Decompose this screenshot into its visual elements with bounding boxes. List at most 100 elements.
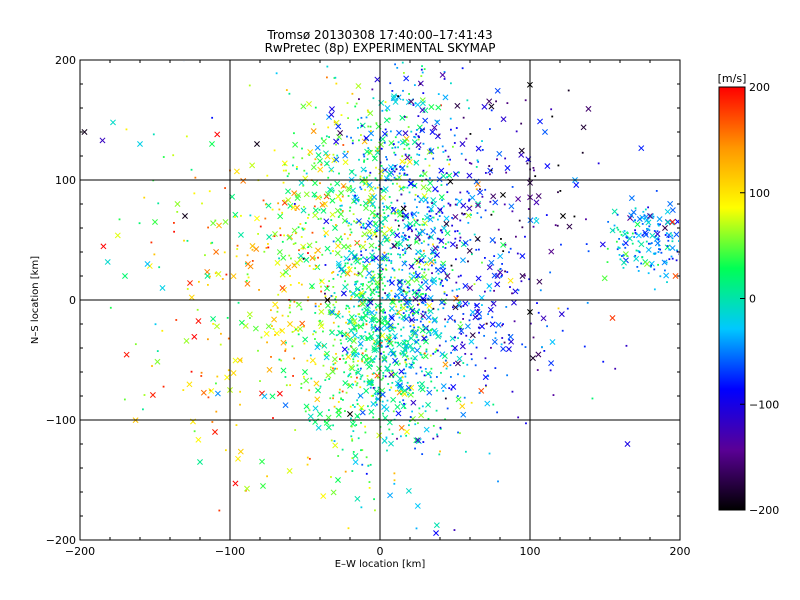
point-dot <box>437 218 439 221</box>
point-cross <box>415 142 422 149</box>
point-cross <box>295 301 302 308</box>
point-dot <box>404 372 407 375</box>
point-dot <box>350 425 353 428</box>
point-dot <box>444 318 446 321</box>
point-cross <box>381 255 388 262</box>
point-dot <box>333 306 336 309</box>
point-dot <box>560 243 562 246</box>
point-cross <box>346 266 353 273</box>
point-cross <box>366 380 373 387</box>
point-dot <box>505 171 508 174</box>
point-cross <box>350 187 356 194</box>
point-dot <box>647 242 650 245</box>
point-dot <box>201 202 203 205</box>
point-dot <box>475 166 478 168</box>
point-dot <box>266 174 269 177</box>
point-cross <box>441 225 447 232</box>
point-dot <box>357 326 360 329</box>
point-dot <box>417 195 419 198</box>
point-dot <box>404 237 407 240</box>
point-dot <box>302 247 305 250</box>
point-cross <box>444 273 451 279</box>
point-dot <box>318 305 320 308</box>
point-dot <box>391 229 393 232</box>
point-dot <box>392 143 395 145</box>
point-dot <box>332 310 335 313</box>
point-cross <box>280 254 287 261</box>
point-dot <box>371 373 374 375</box>
point-dot <box>422 218 424 220</box>
point-dot <box>273 149 276 152</box>
point-dot <box>346 351 349 354</box>
point-cross <box>152 219 158 225</box>
point-dot <box>442 205 445 208</box>
point-dot <box>453 319 456 322</box>
point-dot <box>388 292 391 295</box>
point-cross <box>362 200 369 207</box>
point-dot <box>408 290 411 293</box>
point-dot <box>410 366 412 369</box>
point-dot <box>462 213 465 216</box>
point-cross <box>303 377 310 384</box>
point-cross <box>330 489 337 496</box>
point-dot <box>397 141 400 144</box>
point-dot <box>635 249 638 252</box>
point-cross <box>369 357 376 363</box>
point-cross <box>346 336 353 343</box>
point-dot <box>407 126 410 128</box>
point-dot <box>417 232 420 235</box>
point-cross <box>346 186 353 193</box>
point-cross <box>362 265 369 272</box>
point-cross <box>333 156 340 163</box>
point-dot <box>402 253 405 256</box>
point-cross <box>441 353 448 359</box>
point-dot <box>514 235 517 238</box>
point-cross <box>382 234 389 241</box>
point-cross <box>222 219 229 225</box>
point-cross <box>500 116 507 123</box>
point-dot <box>375 230 378 233</box>
point-cross <box>388 440 394 447</box>
point-cross <box>210 220 217 227</box>
y-axis-label: N–S location [km] <box>30 256 41 344</box>
point-dot <box>387 256 390 259</box>
point-dot <box>356 376 358 379</box>
point-dot <box>497 480 499 483</box>
point-dot <box>351 139 354 142</box>
point-dot <box>346 102 349 104</box>
point-dot <box>443 291 446 293</box>
point-dot <box>492 403 495 406</box>
point-cross <box>328 166 335 173</box>
point-cross <box>460 257 466 264</box>
point-dot <box>318 208 321 211</box>
point-dot <box>354 267 357 270</box>
point-dot <box>420 68 423 71</box>
point-dot <box>322 227 325 230</box>
point-dot <box>643 214 646 217</box>
point-dot <box>375 311 378 314</box>
point-dot <box>209 389 212 392</box>
point-dot <box>285 341 287 344</box>
point-cross <box>535 351 542 358</box>
point-cross <box>466 247 473 254</box>
point-dot <box>342 357 345 360</box>
point-cross <box>425 285 432 291</box>
point-dot <box>402 290 405 292</box>
point-cross <box>427 216 434 223</box>
point-dot <box>467 302 470 305</box>
point-dot <box>481 148 484 151</box>
point-cross <box>341 346 348 353</box>
point-dot <box>481 261 483 264</box>
point-cross <box>390 207 397 213</box>
point-dot <box>436 120 439 123</box>
point-dot <box>410 212 413 215</box>
point-dot <box>657 223 660 225</box>
point-cross <box>411 139 418 146</box>
point-dot <box>389 130 392 133</box>
point-dot <box>303 342 306 345</box>
point-cross <box>664 219 671 226</box>
point-dot <box>402 399 405 402</box>
point-dot <box>430 372 433 375</box>
point-dot <box>551 115 554 118</box>
point-cross <box>373 255 380 262</box>
